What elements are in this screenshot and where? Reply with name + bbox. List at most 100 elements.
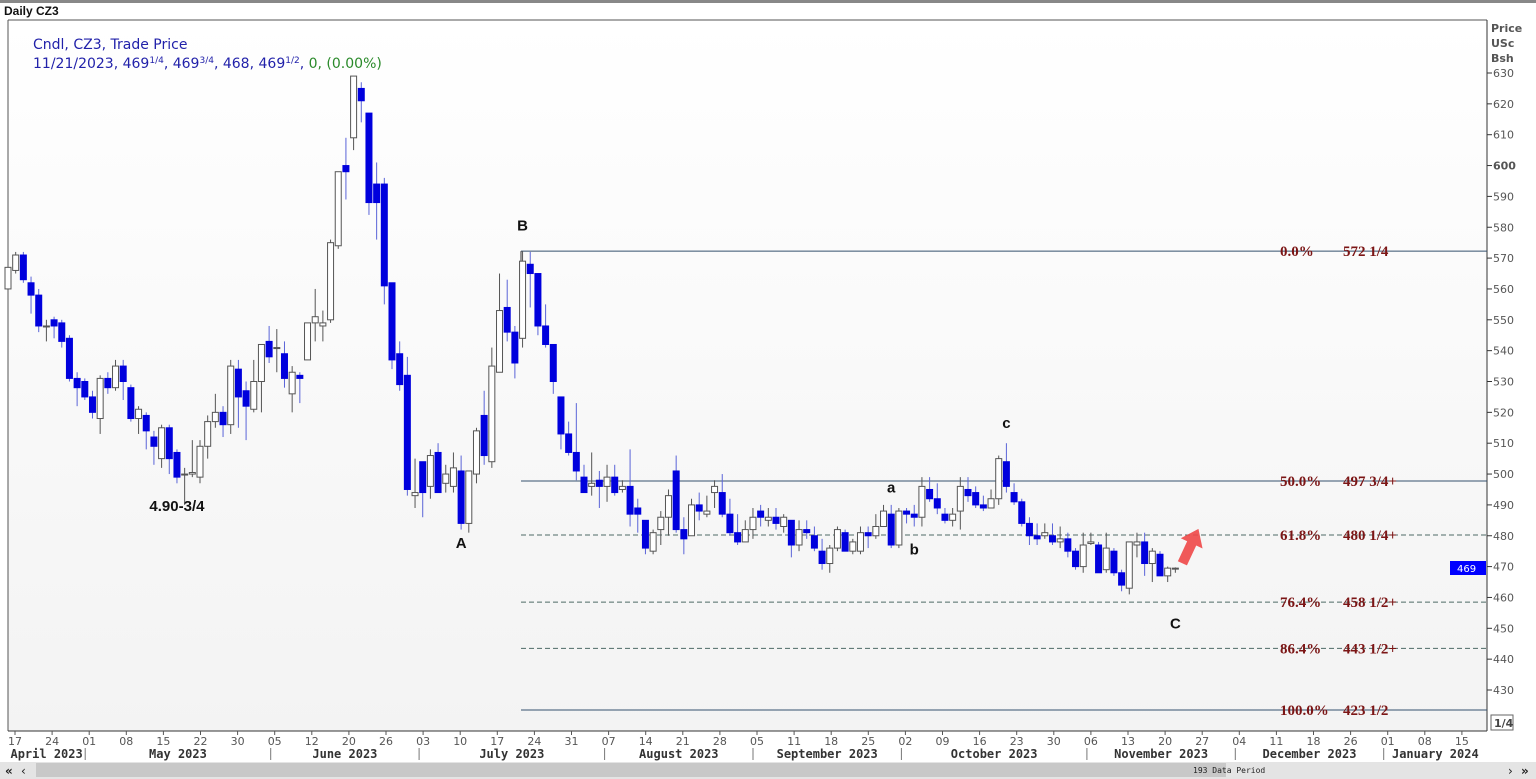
wave-annotations: 4.90-3/4 A Ba b c C [149, 217, 1203, 632]
candle-down [680, 517, 688, 555]
y-tick-label: 600 [1493, 160, 1516, 173]
x-tick-label: 05 [268, 735, 282, 748]
x-month-label: November 2023 [1114, 747, 1208, 761]
red-arrow-icon [1177, 528, 1203, 566]
x-tick-label: 05 [750, 735, 764, 748]
candle-down [772, 507, 780, 530]
scroll-last-icon[interactable]: » [1521, 764, 1529, 778]
candle-up [764, 507, 772, 527]
legend-high-frac: 3/4 [199, 56, 214, 66]
candle-body [188, 472, 196, 475]
candle-up [872, 514, 880, 539]
scroll-right-icon[interactable]: › [1508, 764, 1513, 778]
fib-value: 458 1/2+ [1343, 595, 1397, 611]
candle-body [234, 368, 242, 398]
candle-body [150, 436, 158, 447]
candle-body [280, 353, 288, 379]
candle-down [280, 341, 288, 388]
wave-label: c [1002, 415, 1010, 432]
candle-body [442, 473, 450, 484]
fib-value: 423 1/2 [1343, 703, 1388, 719]
candle-down [396, 341, 404, 391]
candle-up [472, 427, 480, 484]
candle-down [150, 430, 158, 465]
candle-down [173, 449, 181, 484]
candle-down [549, 343, 557, 394]
x-tick-label: 17 [8, 735, 22, 748]
candle-body [119, 365, 127, 383]
scroll-left-icon[interactable]: ‹ [21, 764, 26, 778]
scrollbar[interactable]: « ‹ › » 193 Data Period [0, 762, 1536, 779]
candle-up [995, 455, 1003, 505]
x-month-label: August 2023 [639, 747, 718, 761]
legend-title: Cndl, CZ3, Trade Price [33, 37, 187, 53]
candle-body [488, 365, 496, 463]
candle-body [664, 495, 672, 518]
candle-down [265, 325, 273, 363]
candle-down [457, 455, 465, 530]
candle-body [65, 337, 73, 379]
x-tick-label: 24 [527, 735, 541, 748]
candle-up [311, 288, 319, 342]
candle-body [688, 504, 696, 537]
candle-up [780, 514, 788, 533]
candle-body [903, 510, 911, 515]
candle-up [257, 343, 265, 413]
scroll-first-icon[interactable]: « [5, 764, 13, 778]
x-tick-label: 15 [1455, 735, 1469, 748]
y-tick-label: 450 [1493, 622, 1514, 635]
candle-down [1118, 569, 1126, 592]
x-tick-label: 09 [936, 735, 950, 748]
scrollbar-thumb[interactable] [36, 763, 1226, 777]
candle-body [304, 322, 312, 361]
candle-body [373, 183, 381, 204]
candle-up [250, 359, 258, 413]
candle-down [818, 538, 826, 570]
legend-close-frac: 1/2 [285, 56, 299, 66]
candle-body [81, 381, 89, 398]
candle-down [403, 356, 411, 496]
candle-body [803, 529, 811, 534]
y-tick-label: 550 [1493, 314, 1514, 327]
chart-title: Daily CZ3 [4, 4, 59, 18]
candle-body [88, 396, 96, 413]
candle-up [1056, 526, 1064, 549]
candle-up [519, 251, 527, 348]
candle-body [142, 414, 150, 432]
candle-down [972, 486, 980, 508]
x-month-label: May 2023 [149, 747, 207, 761]
candle-down [88, 390, 96, 419]
plot-area[interactable] [8, 20, 1487, 731]
candle-up [42, 319, 50, 342]
candle-body [27, 282, 35, 296]
candle-body [849, 541, 857, 552]
candle-up [664, 489, 672, 536]
x-tick-label: 31 [565, 735, 579, 748]
candle-body [288, 371, 296, 395]
y-tick-label: 590 [1493, 190, 1514, 203]
candle-down [933, 483, 941, 515]
candle-up [849, 538, 857, 555]
candle-body [196, 445, 204, 478]
fraction-button-box[interactable] [1490, 714, 1514, 731]
candle-body [388, 282, 396, 361]
candle-body [780, 516, 788, 527]
fraction-button[interactable]: 1/4 [1490, 714, 1514, 731]
candle-body [795, 529, 803, 546]
y-tick-label: 490 [1493, 499, 1514, 512]
candle-up [288, 366, 296, 413]
y-tick-label: 610 [1493, 129, 1514, 142]
candle-down [503, 279, 511, 342]
candle-up [426, 449, 434, 499]
candle-body [826, 547, 834, 565]
candle-down [841, 529, 849, 552]
candle-body [1072, 550, 1080, 568]
candle-up [880, 504, 888, 527]
candle-up [826, 545, 834, 573]
candle-body [549, 343, 557, 383]
candle-up [1041, 523, 1049, 539]
candle-body [526, 263, 534, 275]
x-tick-label: 15 [156, 735, 170, 748]
candle-down [734, 514, 742, 546]
